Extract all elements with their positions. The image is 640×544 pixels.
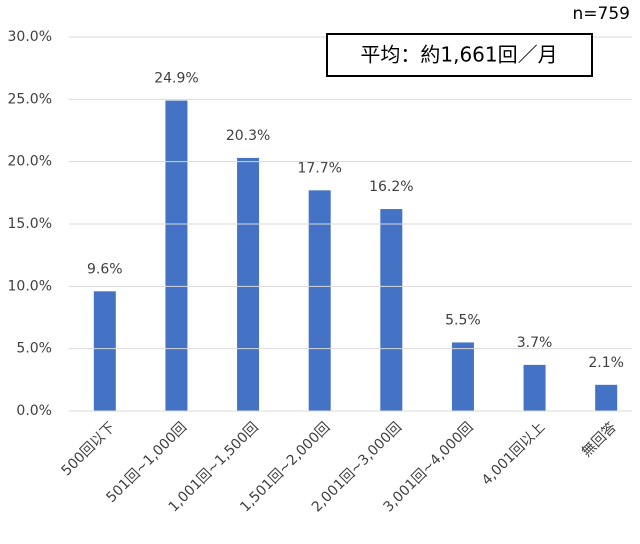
y-tick-label: 15.0%: [8, 216, 52, 232]
x-tick-label: 無回答: [578, 419, 620, 461]
bar: [595, 384, 618, 411]
bar: [237, 157, 260, 411]
bar: [93, 291, 116, 411]
y-tick-label: 5.0%: [16, 341, 52, 357]
value-label: 9.6%: [87, 261, 123, 277]
x-tick-label: 4,001回以上: [479, 419, 548, 488]
bar: [308, 190, 331, 411]
value-label: 2.1%: [588, 355, 624, 371]
bar: [451, 342, 474, 411]
average-note: 平均：約1,661回／月: [360, 43, 557, 67]
bar: [380, 209, 403, 411]
y-tick-label: 20.0%: [8, 154, 52, 170]
value-label: 20.3%: [226, 128, 270, 144]
value-label: 16.2%: [369, 179, 413, 195]
y-tick-label: 0.0%: [16, 403, 52, 419]
value-label: 5.5%: [445, 312, 481, 328]
bar: [165, 100, 188, 411]
y-tick-label: 25.0%: [8, 91, 52, 107]
value-label: 24.9%: [154, 71, 198, 87]
value-label: 17.7%: [297, 160, 341, 176]
x-tick-label: 500回以下: [59, 419, 119, 479]
bar: [523, 364, 546, 411]
sample-size: n=759: [573, 4, 630, 24]
value-label: 3.7%: [517, 335, 553, 351]
y-tick-label: 10.0%: [8, 278, 52, 294]
y-tick-label: 30.0%: [8, 29, 52, 45]
average-box: [326, 33, 593, 77]
